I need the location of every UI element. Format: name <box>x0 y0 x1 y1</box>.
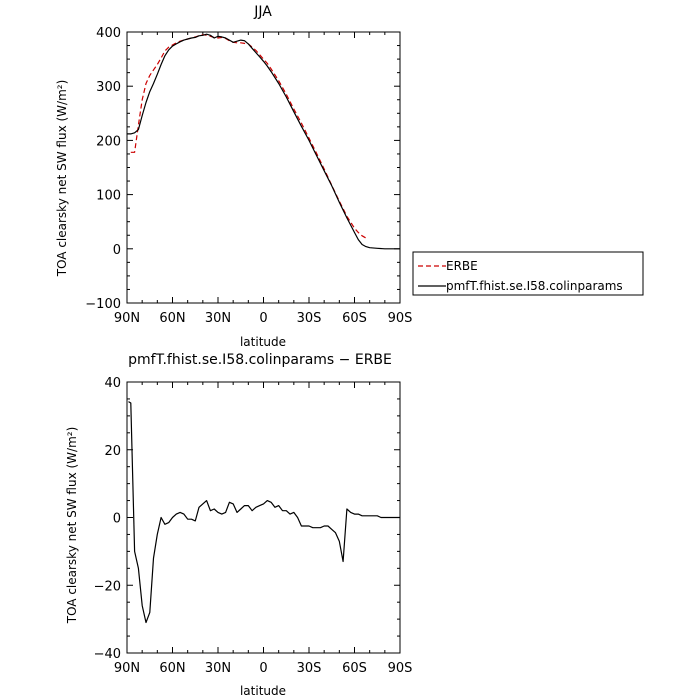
top-series-line-0 <box>130 34 367 239</box>
bottom-x-tick-label: 30N <box>205 661 231 676</box>
bottom-x-tick-label: 60N <box>159 661 185 676</box>
bottom-chart-title: pmfT.fhist.se.I58.colinparams − ERBE <box>128 352 392 368</box>
top-x-tick-label: 0 <box>259 311 267 326</box>
top-y-tick-label: 400 <box>96 26 121 41</box>
legend-label-erbe: ERBE <box>446 259 478 273</box>
top-axis-ticks: 90N 60N 30N 0 30S 60S 90S −100 0 100 200 300 400 <box>85 26 412 326</box>
top-x-tick-label: 90S <box>388 311 413 326</box>
top-x-axis-label: latitude <box>240 335 286 349</box>
bottom-axis-ticks: 90N 60N 30N 0 30S 60S 90S −40 −20 0 20 40 <box>94 376 413 676</box>
top-plot-frame <box>126 31 401 304</box>
top-series-line-1 <box>127 33 400 250</box>
bottom-series <box>128 401 400 624</box>
bottom-x-axis-label: latitude <box>240 684 286 698</box>
bottom-x-tick-label: 60S <box>342 661 367 676</box>
bottom-x-tick-label: 30S <box>297 661 322 676</box>
top-series <box>127 33 400 250</box>
bottom-y-tick-label: 0 <box>113 512 121 527</box>
top-y-tick-label: 200 <box>96 134 121 149</box>
legend-label-model: pmfT.fhist.se.I58.colinparams <box>446 279 623 293</box>
top-y-tick-label: 0 <box>113 243 121 258</box>
legend: ERBE pmfT.fhist.se.I58.colinparams <box>412 251 644 296</box>
bottom-x-tick-label: 90S <box>388 661 413 676</box>
top-y-axis-label: TOA clearsky net SW flux (W/m²) <box>55 80 69 278</box>
top-panel: JJA 90N 60N 30N 0 30S 60S 90S −100 0 100 200 300 400… <box>55 4 412 349</box>
bottom-y-tick-label: 40 <box>104 376 121 391</box>
bottom-y-tick-label: −20 <box>94 579 121 594</box>
top-x-tick-label: 30S <box>297 311 322 326</box>
top-y-tick-label: 300 <box>96 80 121 95</box>
top-x-tick-label: 90N <box>114 311 140 326</box>
bottom-y-tick-label: −40 <box>94 647 121 662</box>
top-y-tick-label: −100 <box>85 297 121 312</box>
bottom-y-tick-label: 20 <box>104 444 121 459</box>
bottom-series-line-0 <box>128 401 400 624</box>
bottom-x-tick-label: 0 <box>259 661 267 676</box>
top-chart-title: JJA <box>253 4 272 20</box>
top-x-tick-label: 60S <box>342 311 367 326</box>
bottom-plot-frame <box>126 381 401 654</box>
bottom-y-axis-label: TOA clearsky net SW flux (W/m²) <box>65 427 79 625</box>
top-x-tick-label: 30N <box>205 311 231 326</box>
bottom-panel: pmfT.fhist.se.I58.colinparams − ERBE 90N… <box>65 352 412 698</box>
top-x-tick-label: 60N <box>159 311 185 326</box>
top-y-tick-label: 100 <box>96 189 121 204</box>
legend-box <box>412 251 644 296</box>
bottom-x-tick-label: 90N <box>114 661 140 676</box>
